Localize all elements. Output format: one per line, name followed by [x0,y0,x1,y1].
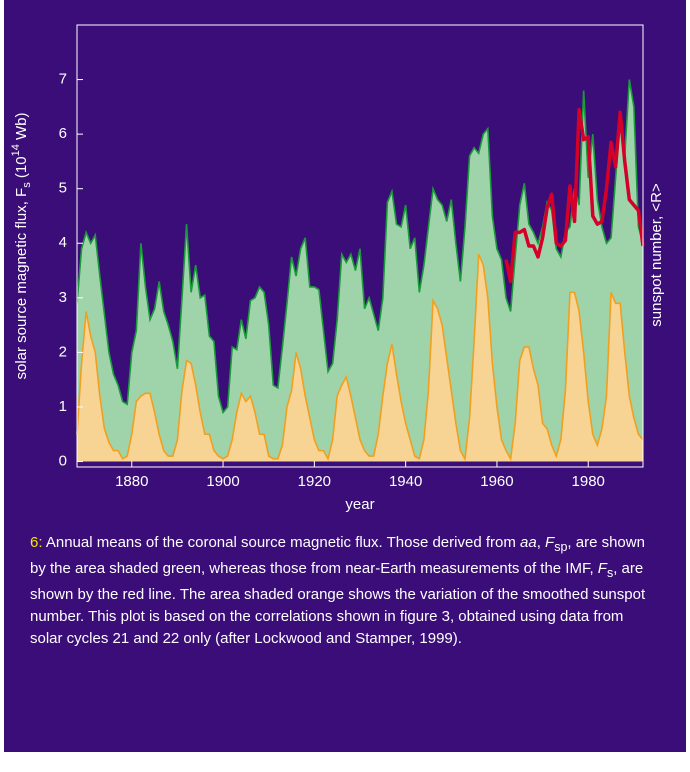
caption-text: F [597,560,607,577]
y-label-part: (10 [13,156,30,182]
line [504,107,645,284]
plot-frame [76,24,644,468]
y-tick-label: 7 [59,71,67,88]
x-tick-label: 1900 [206,473,239,490]
y-label-part: solar source magnetic flux, F [13,188,30,380]
x-tick-label: 1880 [115,473,148,490]
area-outline [76,253,644,462]
y-axis-label: solar source magnetic flux, Fs (1014 Wb) [10,112,33,379]
caption-text: , [536,534,546,551]
caption-text: , are shown by the red line. The area sh… [30,560,646,647]
caption-text: F [545,534,555,551]
caption-label: 6: [30,534,43,551]
x-axis-label: year [345,496,374,513]
y-tick-label: 4 [59,234,67,251]
y-label-part: Wb) [13,112,30,144]
y-tick-label: 2 [59,343,67,360]
caption-text: aa [520,534,537,551]
x-tick-label: 1920 [298,473,331,490]
y-tick-label: 1 [59,398,67,415]
y-tick-label: 0 [59,453,67,470]
area-fill [77,79,643,462]
y-tick-label: 3 [59,289,67,306]
y-tick-label: 6 [59,125,67,142]
x-tick-label: 1940 [389,473,422,490]
y-label-sub: s [21,182,33,188]
y2-axis-label: sunspot number, <R> [648,183,665,327]
caption-text: Annual means of the coronal source magne… [42,534,520,551]
area-fill [77,254,643,462]
caption-text: s [606,566,614,580]
x-tick-label: 1960 [480,473,513,490]
chart: solar source magnetic flux, Fs (1014 Wb)… [10,24,665,513]
y-tick-label: 5 [59,180,67,197]
caption: 6: Annual means of the coronal source ma… [30,532,660,650]
caption-text: , are shown by the area shaded green, wh… [30,534,645,577]
x-tick-label: 1980 [572,473,605,490]
caption-text: sp [554,540,568,554]
y-label-sup: 14 [10,144,22,156]
